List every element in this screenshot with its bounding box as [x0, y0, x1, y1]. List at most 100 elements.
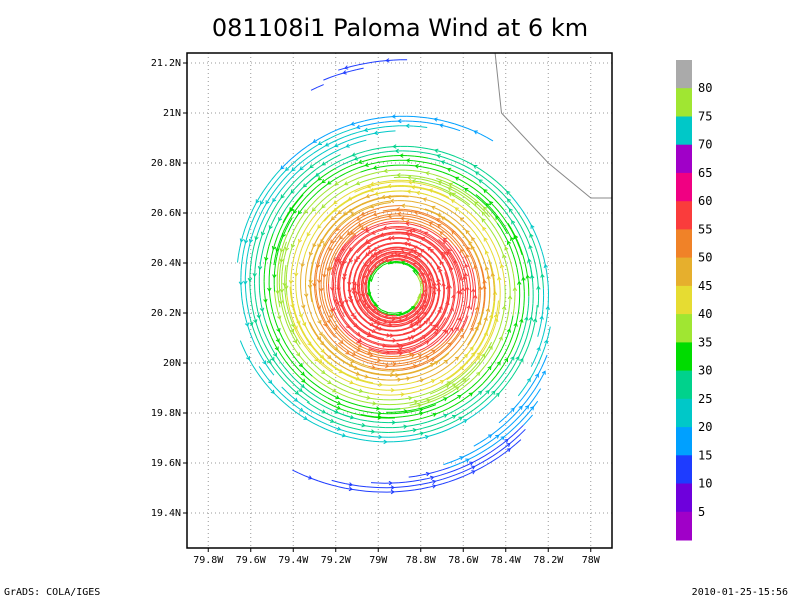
streamline-segment: [383, 175, 391, 177]
streamline-segment: [509, 438, 516, 444]
streamline-segment: [473, 175, 480, 181]
streamline-segment: [341, 334, 347, 341]
streamline-segment: [426, 363, 434, 368]
streamline-segment: [416, 373, 424, 377]
streamline-segment: [282, 238, 286, 246]
streamline-segment: [317, 260, 320, 268]
streamline-segment: [421, 266, 427, 273]
streamline-segment: [344, 65, 352, 69]
streamline-segment: [422, 187, 430, 191]
streamline-segment: [269, 256, 273, 264]
streamline-segment: [359, 272, 363, 280]
streamline-segment: [237, 248, 241, 256]
streamline-segment: [493, 198, 500, 205]
streamline-segment: [275, 256, 278, 264]
streamline-segment: [386, 242, 394, 245]
streamline-segment: [330, 383, 338, 388]
streamline-segment: [402, 331, 410, 335]
streamline-segment: [312, 240, 317, 248]
streamline-segment: [383, 255, 391, 258]
streamline-segment: [523, 221, 528, 229]
streamline-segment: [386, 243, 394, 246]
streamline-segment: [485, 172, 492, 178]
streamline-segment: [488, 385, 495, 392]
streamline-segment: [480, 198, 487, 205]
streamline-segment: [451, 364, 458, 370]
streamline-segment: [439, 303, 443, 311]
streamline-segment: [492, 184, 499, 190]
streamline-segment: [245, 353, 250, 360]
streamline-segment: [373, 220, 381, 224]
streamline-segment: [432, 173, 440, 177]
streamline-segment: [320, 236, 325, 244]
streamline-segment: [397, 339, 405, 342]
streamline-segment: [333, 426, 341, 431]
streamline-segment: [489, 327, 494, 335]
streamline-segment: [286, 376, 292, 383]
streamline-segment: [246, 304, 250, 312]
streamline-segment: [513, 214, 518, 221]
streamline-segment: [461, 339, 467, 346]
streamline-segment: [424, 289, 427, 297]
streamline-segment: [494, 314, 497, 322]
streamline-segment: [393, 350, 401, 352]
streamline-segment: [435, 405, 443, 409]
streamline-segment: [488, 259, 492, 267]
streamline-segment: [395, 317, 403, 320]
streamline-segment: [263, 341, 268, 349]
streamline-segment: [361, 359, 368, 364]
streamline-segment: [378, 222, 386, 225]
streamline-segment: [312, 255, 316, 263]
streamline-segment: [467, 128, 475, 132]
streamline-segment: [315, 300, 319, 308]
streamline-segment: [343, 222, 350, 228]
streamline-segment: [474, 462, 482, 467]
streamline-segment: [442, 423, 450, 428]
streamline-segment: [366, 244, 374, 250]
streamline-segment: [401, 314, 409, 319]
streamline-segment: [531, 275, 534, 283]
streamline-segment: [454, 269, 458, 277]
streamline-segment: [439, 343, 446, 350]
streamline-segment: [436, 177, 444, 182]
streamline-segment: [401, 248, 409, 252]
streamline-segment: [491, 273, 494, 281]
colorbar-swatch: [676, 144, 692, 174]
streamline-segment: [375, 393, 384, 396]
streamline-segment: [377, 187, 384, 190]
streamline-segment: [288, 349, 294, 357]
streamline-segment: [339, 423, 347, 428]
streamline-segment: [308, 408, 315, 414]
streamline-segment: [406, 238, 414, 242]
streamline-segment: [344, 124, 352, 128]
streamline-segment: [460, 378, 467, 384]
streamline-segment: [377, 354, 385, 357]
streamline-segment: [399, 344, 407, 347]
streamline-segment: [528, 261, 532, 269]
streamline-segment: [331, 317, 337, 325]
streamline-segment: [409, 191, 417, 193]
streamline-segment: [406, 324, 414, 329]
streamline-segment: [387, 252, 395, 255]
streamline-segment: [413, 339, 421, 343]
chart-title: 081108i1 Paloma Wind at 6 km: [211, 14, 589, 42]
streamline-segment: [334, 361, 341, 366]
streamline-segment: [338, 136, 345, 140]
streamline-segment: [376, 227, 384, 231]
streamline-segment: [311, 478, 319, 482]
streamline-segment: [406, 316, 414, 321]
streamline-segment: [381, 191, 389, 194]
streamline-segment: [357, 175, 365, 179]
streamline-segment: [420, 116, 428, 119]
streamline-segment: [419, 265, 425, 272]
streamline-segment: [509, 260, 513, 268]
streamline-segment: [331, 344, 338, 351]
streamline-segment: [482, 227, 488, 234]
streamline-segment: [471, 237, 477, 244]
streamline-segment: [453, 237, 460, 244]
streamline-segment: [361, 195, 369, 200]
streamline-segment: [504, 443, 511, 449]
streamline-segment: [535, 247, 539, 255]
streamline-segment: [339, 157, 347, 162]
streamline-segment: [441, 151, 449, 155]
